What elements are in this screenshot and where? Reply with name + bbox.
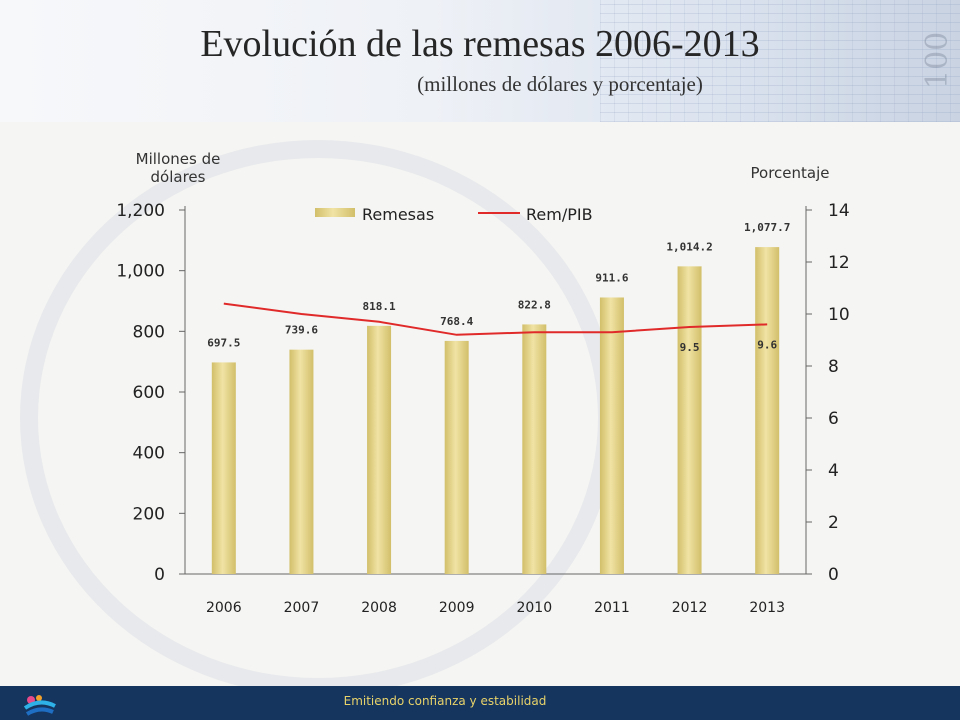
bar-data-label: 697.5	[207, 336, 240, 349]
bar	[599, 297, 624, 574]
line-series-rem-pib	[223, 302, 768, 336]
y2-axis-title: Porcentaje	[750, 164, 830, 182]
bar-data-label: 739.6	[285, 324, 318, 337]
bar-data-label: 1,077.7	[744, 221, 790, 234]
y2-tick-label: 10	[828, 305, 850, 325]
y-tick-label: 200	[133, 504, 165, 524]
x-tick-label: 2010	[516, 600, 552, 616]
legend-bar-swatch	[315, 208, 355, 217]
bar-data-label: 822.8	[518, 298, 551, 311]
y2-tick-label: 6	[828, 409, 839, 429]
bar-data-label: 768.4	[440, 315, 473, 328]
bar	[677, 266, 702, 574]
footer-tagline: Emitiendo confianza y estabilidad	[343, 694, 547, 708]
y-tick-label: 0	[154, 565, 165, 585]
bar	[444, 340, 469, 574]
page-title: Evolución de las remesas 2006-2013	[200, 23, 760, 65]
line-data-label: 9.5	[680, 341, 700, 354]
y-tick-label: 1,200	[116, 201, 165, 221]
legend-label-rem-pib: Rem/PIB	[526, 205, 593, 224]
bar	[211, 362, 236, 574]
bar-data-label: 818.1	[363, 300, 396, 313]
y-tick-label: 600	[133, 383, 165, 403]
x-tick-label: 2012	[672, 600, 708, 616]
header-banner: 100	[0, 0, 960, 122]
y2-tick-label: 14	[828, 201, 850, 221]
footer-bar: Emitiendo confianza y estabilidad	[0, 686, 960, 720]
y-tick-label: 400	[133, 444, 165, 464]
y-tick-label: 1,000	[116, 262, 165, 282]
page-subtitle: (millones de dólares y porcentaje)	[417, 72, 703, 96]
y-axis-title: Millones de dólares	[135, 150, 221, 186]
y2-tick-label: 12	[828, 253, 850, 273]
bar	[522, 324, 547, 574]
y2-tick-label: 8	[828, 357, 839, 377]
x-tick-label: 2011	[594, 600, 630, 616]
line-data-label: 9.6	[757, 338, 777, 351]
header-decoration	[600, 0, 960, 122]
bank-logo-icon	[23, 695, 56, 716]
x-tick-label: 2009	[439, 600, 475, 616]
x-tick-label: 2013	[749, 600, 785, 616]
x-tick-label: 2008	[361, 600, 397, 616]
y2-tick-label: 2	[828, 513, 839, 533]
y2-tick-label: 4	[828, 461, 839, 481]
x-tick-label: 2006	[206, 600, 242, 616]
y-tick-label: 800	[133, 322, 165, 342]
bar-data-label: 911.6	[595, 271, 628, 284]
bar	[289, 349, 314, 574]
bar	[755, 247, 780, 575]
y2-tick-label: 0	[828, 565, 839, 585]
legend-label-remesas: Remesas	[362, 205, 434, 224]
bar-data-label: 1,014.2	[666, 240, 712, 253]
bar	[367, 325, 392, 574]
x-tick-label: 2007	[284, 600, 320, 616]
